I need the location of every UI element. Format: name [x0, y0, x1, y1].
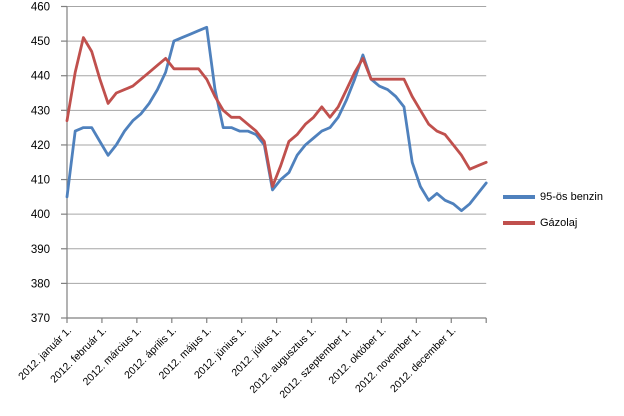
- y-tick-label-420: 420: [31, 140, 50, 152]
- gazolaj-line-swatch: [503, 221, 535, 225]
- legend-item-benzin[interactable]: 95-ös benzin: [503, 184, 603, 210]
- legend-label-gazolaj: Gázolaj: [540, 217, 578, 229]
- x-tick-label-7: 2012. augusztus 1.: [247, 325, 318, 396]
- y-tick-label-430: 430: [31, 105, 50, 117]
- benzin-line-swatch: [503, 195, 535, 199]
- y-tick-label-460: 460: [31, 2, 50, 14]
- series-line-gazolaj[interactable]: [65, 36, 488, 188]
- y-tick-label-380: 380: [31, 278, 50, 290]
- series-line-benzin[interactable]: [65, 25, 488, 213]
- y-tick-label-370: 370: [31, 313, 50, 325]
- y-tick-label-400: 400: [31, 209, 50, 221]
- y-tick-label-410: 410: [31, 175, 50, 187]
- legend-item-gazolaj[interactable]: Gázolaj: [503, 210, 603, 236]
- x-tick-label-10: 2012. november 1.: [353, 325, 423, 395]
- y-tick-label-390: 390: [31, 244, 50, 256]
- x-tick-label-11: 2012. december 1.: [388, 325, 458, 395]
- legend-label-benzin: 95-ös benzin: [540, 191, 603, 203]
- legend: 95-ös benzin Gázolaj: [503, 184, 603, 236]
- y-tick-label-450: 450: [31, 36, 50, 48]
- y-tick-label-440: 440: [31, 71, 50, 83]
